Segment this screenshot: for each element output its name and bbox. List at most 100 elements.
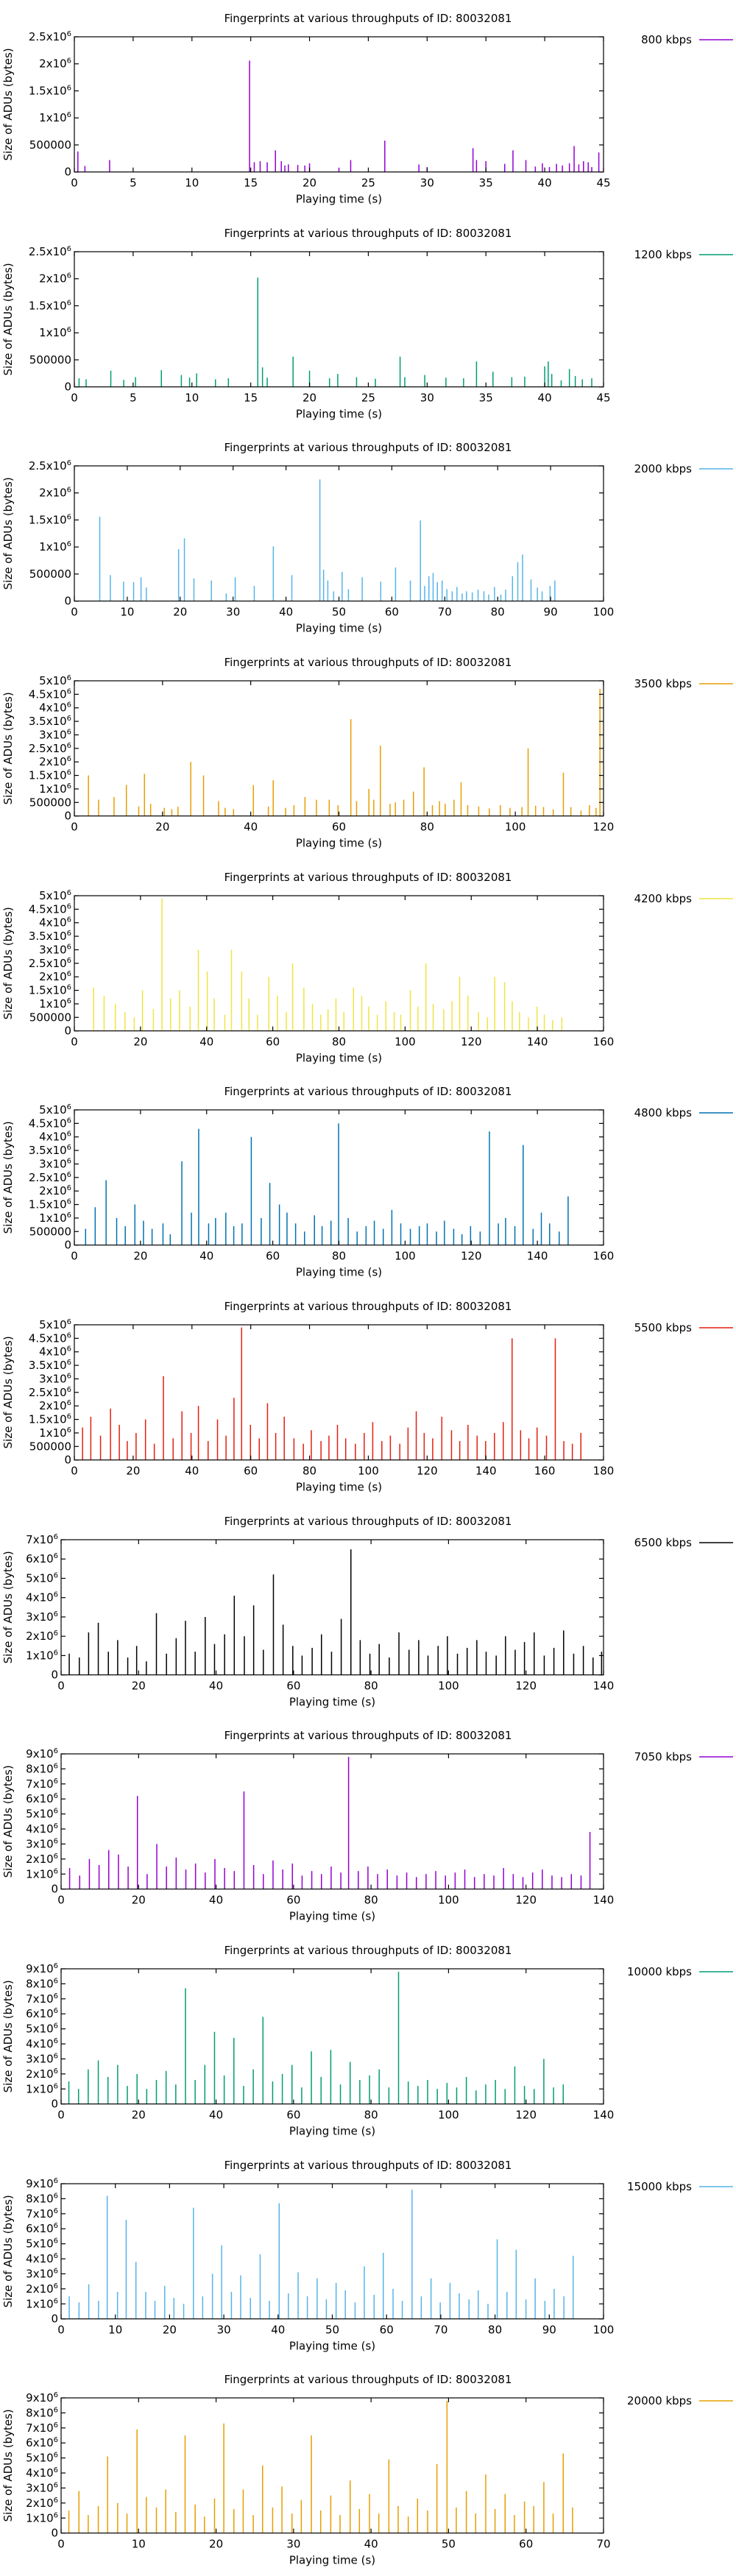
data-series: [77, 60, 600, 172]
x-tick-label: 0: [57, 1679, 65, 1692]
data-series: [85, 1123, 569, 1245]
y-tick-label: 2x106: [26, 1630, 58, 1643]
y-tick-label: 3.5x106: [29, 1144, 71, 1157]
x-tick-label: 60: [266, 1035, 280, 1048]
x-tick-label: 20: [302, 177, 316, 190]
x-tick-label: 60: [286, 1894, 300, 1907]
plot-frame: [60, 2397, 604, 2534]
y-tick-label: 4.5x106: [29, 1331, 71, 1345]
chart-title: Fingerprints at various throughputs of I…: [224, 1944, 512, 1957]
x-tick-label: 60: [286, 1679, 300, 1692]
y-tick-label: 4x106: [26, 2037, 58, 2050]
x-tick-label: 140: [593, 1894, 615, 1907]
x-tick-label: 90: [542, 2323, 556, 2336]
fingerprint-chart: Fingerprints at various throughputs of I…: [1, 227, 733, 420]
chart-title: Fingerprints at various throughputs of I…: [224, 656, 512, 669]
data-series: [68, 1549, 603, 1675]
x-tick-label: 100: [593, 606, 615, 619]
y-tick-label: 2.5x106: [29, 1386, 71, 1399]
fingerprint-chart: Fingerprints at various throughputs of I…: [1, 2159, 733, 2352]
legend: 2000 kbps: [634, 462, 733, 475]
y-tick-label: 4.5x106: [29, 687, 71, 701]
y-tick-label: 4x106: [26, 1590, 58, 1604]
x-tick-label: 20: [209, 2538, 223, 2551]
y-tick-label: 0: [51, 2312, 58, 2325]
y-tick-label: 0: [51, 1668, 58, 1681]
x-tick-label: 40: [199, 1035, 213, 1048]
x-tick-label: 120: [461, 1250, 482, 1263]
x-tick-label: 10: [120, 606, 134, 619]
y-tick-label: 2x106: [39, 486, 71, 500]
x-tick-label: 120: [417, 1465, 438, 1478]
x-tick-label: 5: [130, 391, 137, 404]
y-tick-label: 500000: [29, 1225, 71, 1239]
y-tick-label: 2x106: [26, 2282, 58, 2296]
y-tick-label: 9x106: [26, 2177, 58, 2190]
y-tick-label: 500000: [29, 1440, 71, 1453]
chart-title: Fingerprints at various throughputs of I…: [224, 1300, 512, 1313]
x-tick-label: 0: [57, 2323, 65, 2336]
y-axis-label: Size of ADUs (bytes): [1, 478, 15, 590]
legend: 1200 kbps: [634, 248, 733, 261]
x-tick-label: 70: [434, 2323, 447, 2336]
y-tick-label: 1.5x106: [29, 84, 71, 97]
y-tick-label: 1x106: [26, 1649, 58, 1662]
y-tick-label: 0: [64, 595, 71, 608]
y-tick-label: 2x106: [39, 57, 71, 71]
x-tick-label: 70: [596, 2538, 610, 2551]
data-series: [99, 479, 556, 601]
legend: 7050 kbps: [634, 1750, 733, 1763]
x-tick-label: 160: [534, 1465, 556, 1478]
plot-frame: [74, 251, 604, 387]
y-tick-label: 2.5x106: [29, 742, 71, 755]
y-tick-label: 2x106: [39, 970, 71, 983]
x-tick-label: 30: [217, 2323, 231, 2336]
y-tick-label: 2x106: [26, 2497, 58, 2510]
chart-title: Fingerprints at various throughputs of I…: [224, 1085, 512, 1098]
y-tick-label: 5x106: [39, 1318, 71, 1331]
x-tick-label: 60: [380, 2323, 394, 2336]
data-series: [68, 1757, 591, 1889]
y-tick-label: 1.5x106: [29, 983, 71, 997]
y-axis-label: Size of ADUs (bytes): [1, 2410, 15, 2522]
y-tick-label: 2x106: [39, 1185, 71, 1198]
y-tick-label: 500000: [29, 796, 71, 809]
y-tick-label: 500000: [29, 567, 71, 581]
x-tick-label: 20: [173, 606, 187, 619]
x-tick-label: 20: [163, 2323, 177, 2336]
y-axis-label: Size of ADUs (bytes): [1, 2195, 15, 2307]
y-tick-label: 2.5x106: [29, 956, 71, 969]
x-axis-label: Playing time (s): [296, 1266, 382, 1279]
legend-label: 6500 kbps: [634, 1536, 693, 1549]
x-tick-label: 160: [593, 1035, 615, 1048]
y-tick-label: 1.5x106: [29, 1413, 71, 1426]
plot-frame: [74, 465, 604, 602]
x-tick-label: 40: [209, 2109, 223, 2122]
x-tick-label: 40: [209, 1679, 223, 1692]
legend-label: 15000 kbps: [627, 2180, 692, 2193]
y-tick-label: 9x106: [26, 2391, 58, 2405]
plot-frame: [74, 895, 604, 1031]
x-tick-label: 35: [479, 391, 493, 404]
y-tick-label: 2x106: [26, 1853, 58, 1866]
y-tick-label: 4x106: [26, 1822, 58, 1836]
fingerprint-chart: Fingerprints at various throughputs of I…: [1, 1729, 733, 1923]
x-tick-label: 0: [71, 821, 78, 834]
fingerprint-chart: Fingerprints at various throughputs of I…: [1, 441, 733, 635]
x-tick-label: 0: [57, 2109, 65, 2122]
y-tick-label: 2.5x106: [29, 459, 71, 473]
x-tick-label: 140: [475, 1465, 497, 1478]
x-axis-label: Playing time (s): [296, 622, 382, 635]
data-series: [78, 277, 592, 387]
x-axis-label: Playing time (s): [289, 1695, 375, 1708]
fingerprint-chart: Fingerprints at various throughputs of I…: [1, 12, 733, 206]
x-tick-label: 160: [593, 1250, 615, 1263]
legend: 6500 kbps: [634, 1536, 733, 1549]
legend-label: 4200 kbps: [634, 892, 693, 905]
x-tick-label: 100: [394, 1250, 416, 1263]
y-tick-label: 3x106: [39, 1372, 71, 1385]
y-tick-label: 3x106: [26, 1610, 58, 1624]
x-tick-label: 30: [226, 606, 240, 619]
chart-title: Fingerprints at various throughputs of I…: [224, 1729, 512, 1742]
legend: 3500 kbps: [634, 677, 733, 690]
